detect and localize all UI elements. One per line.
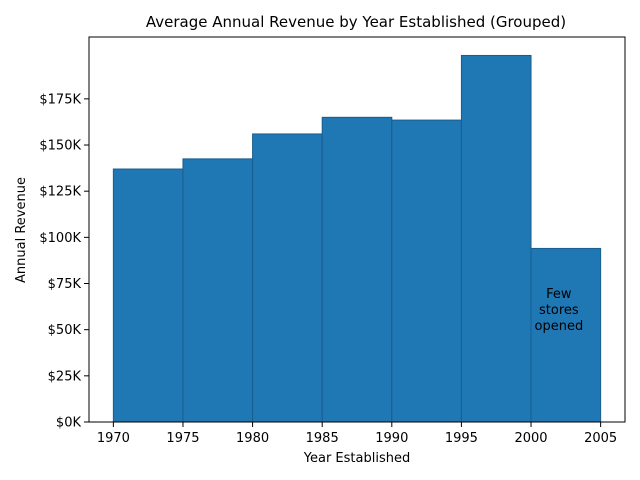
y-tick-label: $50K [48, 323, 82, 338]
y-tick-label: $125K [39, 185, 81, 200]
y-axis-ticks: $0K $25K $50K $75K $100K $125K $150K $175K [39, 92, 89, 431]
y-tick-label: $175K [39, 92, 81, 107]
bar-1975-1980 [182, 158, 254, 423]
x-axis-ticks: 1970 1975 1980 1985 1990 1995 2000 2005 [97, 422, 617, 446]
bar-1980-1985 [252, 133, 323, 423]
y-tick-label: $75K [48, 277, 82, 292]
y-tick-label: $150K [39, 139, 81, 154]
x-tick-label: 1995 [445, 431, 478, 446]
x-tick-label: 1980 [236, 431, 269, 446]
plot-frame [88, 36, 626, 423]
y-axis-label: Annual Revenue [14, 177, 29, 283]
annotation-line: stores [539, 303, 579, 318]
x-tick-label: 2005 [584, 431, 617, 446]
x-tick-label: 2000 [514, 431, 547, 446]
chart-title: Average Annual Revenue by Year Establish… [146, 13, 566, 31]
y-tick-label: $0K [56, 416, 82, 431]
x-tick-label: 1975 [166, 431, 199, 446]
y-tick-label: $100K [39, 231, 81, 246]
bar-1970-1975 [112, 168, 184, 423]
x-tick-label: 1970 [97, 431, 130, 446]
bars-group [112, 54, 602, 423]
x-tick-label: 1985 [306, 431, 339, 446]
annotation-line: Few [546, 287, 572, 302]
bar-1985-1990 [321, 116, 393, 423]
annotation-line: opened [535, 319, 584, 334]
x-axis-label: Year Established [303, 451, 410, 466]
bar-1995-2000 [460, 54, 532, 423]
bar-2000-2005 [530, 247, 602, 423]
bar-1990-1995 [391, 119, 462, 423]
y-tick-label: $25K [48, 369, 82, 384]
x-tick-label: 1990 [375, 431, 408, 446]
